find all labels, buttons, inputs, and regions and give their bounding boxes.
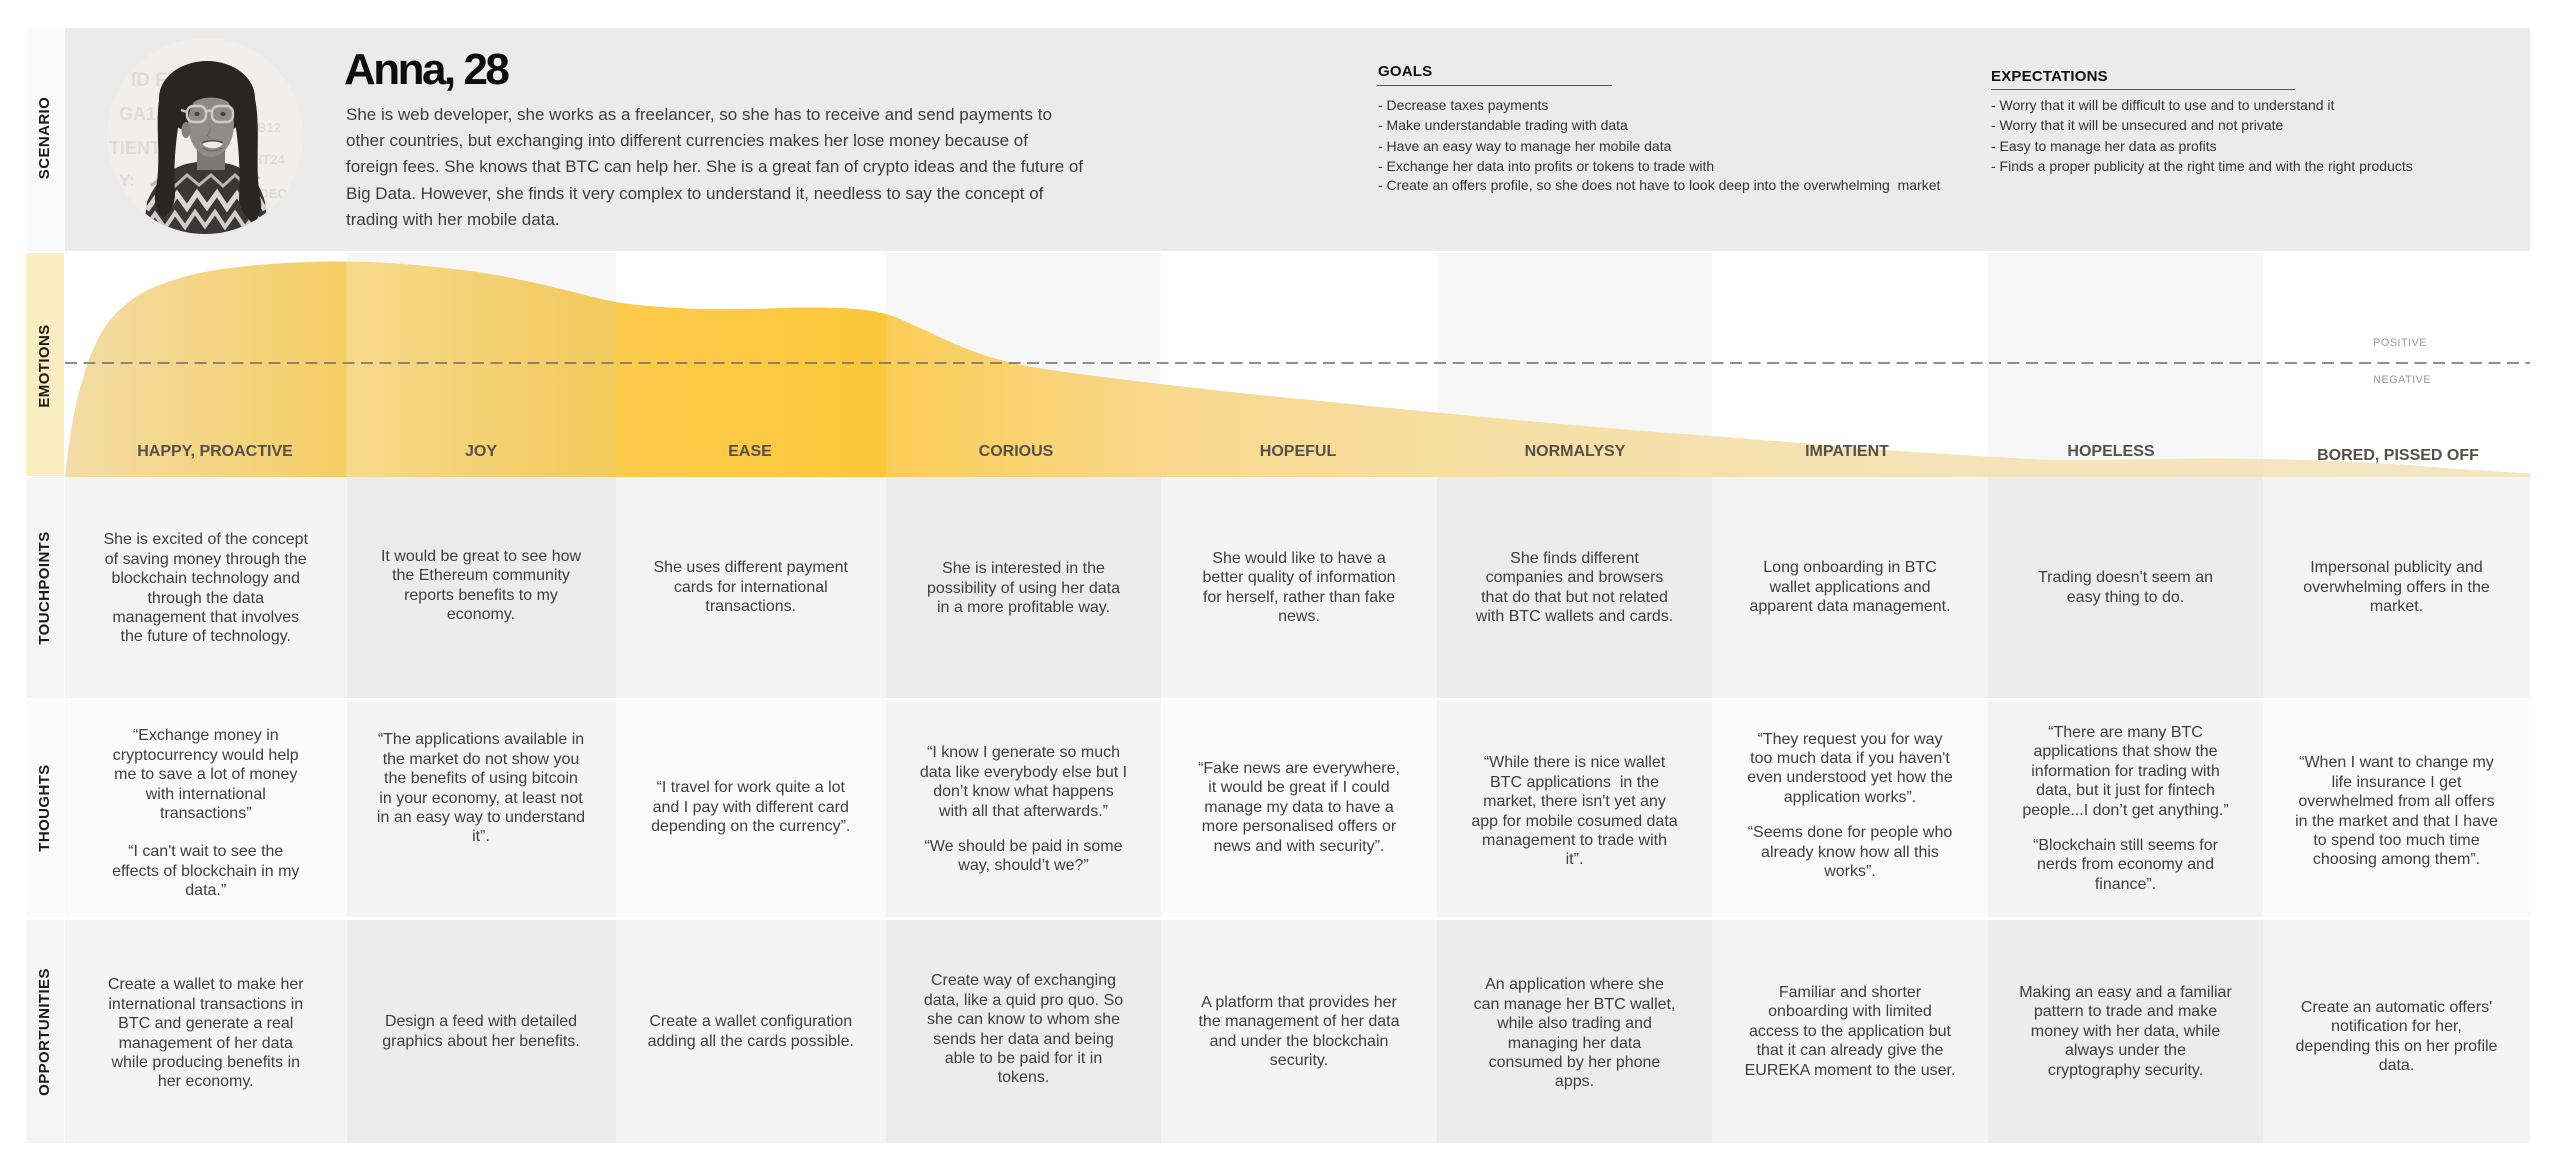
svg-text:HT24: HT24 xyxy=(253,152,286,167)
svg-text:TIENT: TIENT xyxy=(109,138,161,158)
svg-text:GA13: GA13 xyxy=(119,104,166,124)
svg-text:B12: B12 xyxy=(257,120,281,135)
svg-text:Y:: Y: xyxy=(119,171,135,190)
